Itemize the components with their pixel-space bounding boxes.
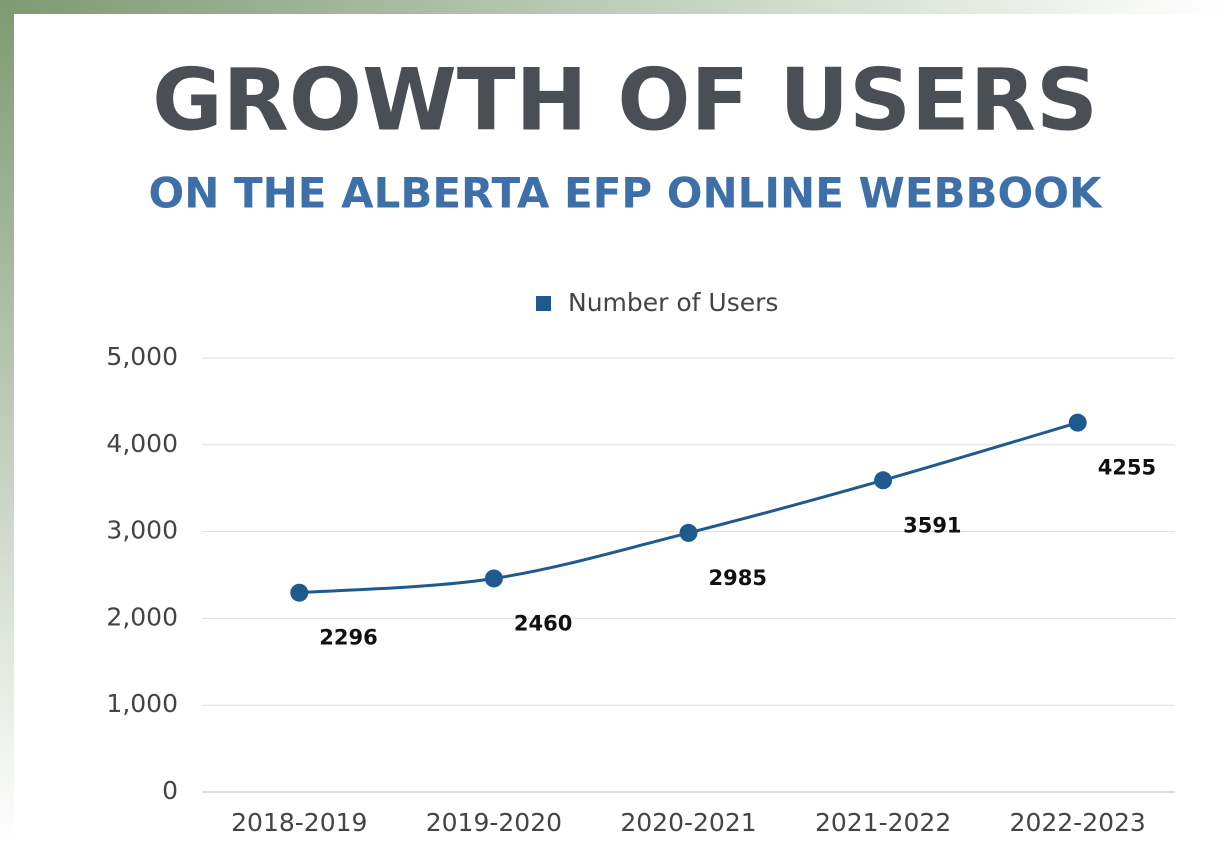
point [1068,413,1087,432]
legend-marker [536,296,551,311]
point [679,523,698,542]
y-tick-label: 2,000 [106,602,178,631]
y-tick-label: 4,000 [106,429,178,458]
value-label: 4255 [1098,456,1156,480]
x-tick-label: 2022-2023 [1010,808,1146,837]
point [874,471,893,490]
chart-title: GROWTH OF USERS [152,50,1098,150]
x-tick-label: 2020-2021 [620,808,756,837]
line [299,421,1079,595]
value-label: 2296 [319,626,377,650]
top-border [0,0,1224,14]
point [484,569,503,588]
y-tick-label: 3,000 [106,516,178,545]
legend-label: Number of Users [568,288,778,317]
y-tick-label: 1,000 [106,689,178,718]
value-label: 2985 [709,566,767,590]
x-tick-label: 2018-2019 [231,808,367,837]
y-tick-label: 0 [162,776,178,805]
x-tick-label: 2019-2020 [426,808,562,837]
point [290,583,309,602]
value-label: 2460 [514,611,572,635]
chart-subtitle: ON THE ALBERTA EFP ONLINE WEBBOOK [148,169,1102,218]
x-tick-label: 2021-2022 [815,808,951,837]
y-tick-label: 5,000 [106,342,178,371]
value-label: 3591 [903,513,961,537]
left-border [0,0,14,844]
